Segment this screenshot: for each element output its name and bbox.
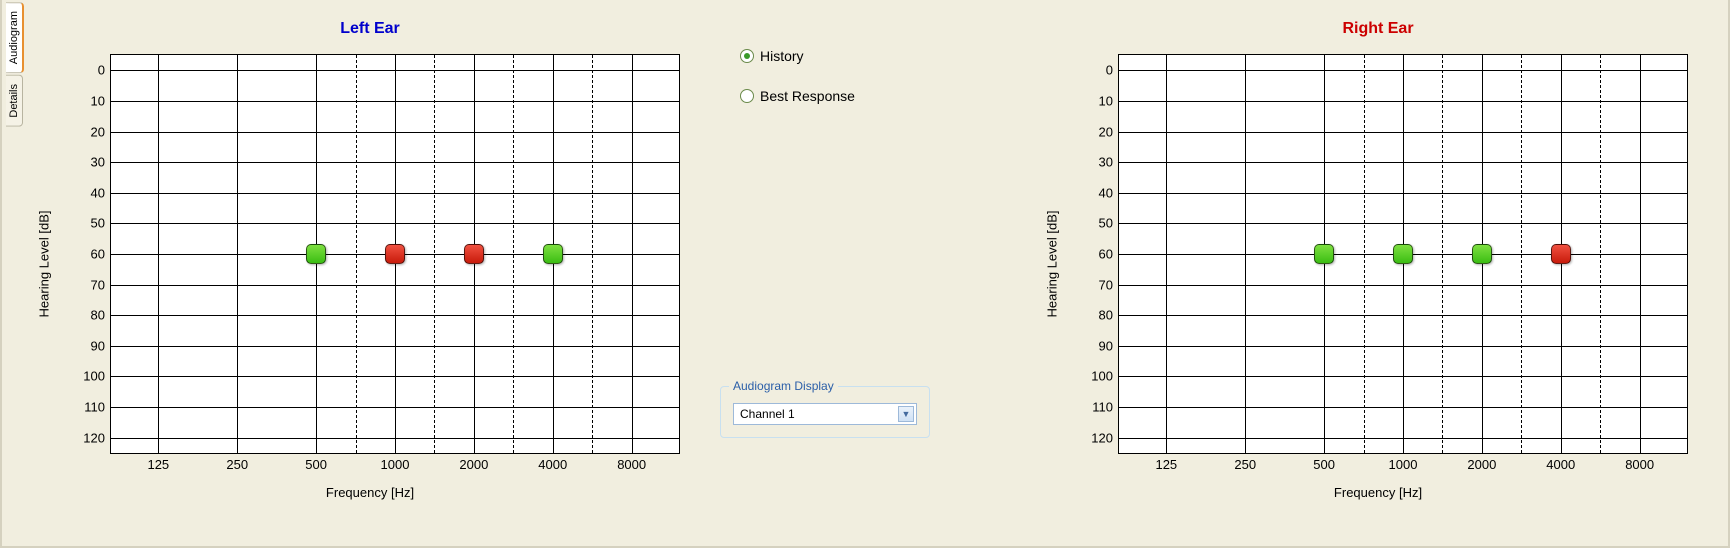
data-marker[interactable]: [306, 244, 326, 264]
y-tick-label: 90: [1099, 338, 1119, 353]
y-tick-label: 110: [1092, 400, 1119, 415]
data-marker[interactable]: [1551, 244, 1571, 264]
y-tick-label: 10: [1099, 93, 1119, 108]
y-tick-label: 80: [1099, 308, 1119, 323]
x-tick-label: 8000: [617, 453, 646, 472]
data-marker[interactable]: [1393, 244, 1413, 264]
audiogram-display-group: Audiogram Display Channel 1 ▼: [720, 386, 930, 438]
x-tick-label: 2000: [459, 453, 488, 472]
y-tick-label: 110: [84, 400, 111, 415]
x-tick-label: 125: [147, 453, 169, 472]
y-axis-label: Hearing Level [dB]: [37, 211, 52, 318]
x-tick-label: 1000: [1389, 453, 1418, 472]
x-tick-label: 250: [1234, 453, 1256, 472]
y-tick-label: 20: [91, 124, 111, 139]
y-tick-label: 90: [91, 338, 111, 353]
y-tick-label: 60: [1099, 247, 1119, 262]
radio-history-label: History: [760, 48, 804, 64]
radio-icon: [740, 49, 754, 63]
content-area: Left Ear Hearing Level [dB] 010203040506…: [30, 10, 1718, 536]
y-tick-label: 30: [1099, 155, 1119, 170]
left-audiogram-plot: 0102030405060708090100110120125250500100…: [110, 54, 680, 454]
x-tick-label: 500: [305, 453, 327, 472]
x-tick-label: 4000: [538, 453, 567, 472]
x-tick-label: 8000: [1625, 453, 1654, 472]
y-tick-label: 100: [83, 369, 111, 384]
right-ear-title: Right Ear: [1058, 20, 1698, 44]
data-marker[interactable]: [543, 244, 563, 264]
x-axis-label: Frequency [Hz]: [1058, 485, 1698, 500]
y-tick-label: 0: [1106, 63, 1119, 78]
y-tick-label: 120: [83, 430, 111, 445]
radio-best-response[interactable]: Best Response: [740, 88, 960, 104]
y-tick-label: 120: [1091, 430, 1119, 445]
side-tab-strip: Audiogram Details: [6, 2, 28, 129]
app-frame: Audiogram Details Left Ear Hearing Level…: [0, 0, 1730, 548]
right-plot-wrap: Hearing Level [dB] 010203040506070809010…: [1058, 44, 1698, 484]
chevron-down-icon: ▼: [898, 406, 914, 422]
tab-audiogram[interactable]: Audiogram: [6, 2, 24, 73]
y-tick-label: 30: [91, 155, 111, 170]
right-ear-panel: Right Ear Hearing Level [dB] 01020304050…: [1058, 20, 1698, 520]
x-tick-label: 500: [1313, 453, 1335, 472]
radio-history[interactable]: History: [740, 48, 960, 64]
y-tick-label: 10: [91, 93, 111, 108]
y-tick-label: 50: [1099, 216, 1119, 231]
y-tick-label: 70: [1099, 277, 1119, 292]
tab-details[interactable]: Details: [6, 75, 23, 127]
x-tick-label: 125: [1155, 453, 1177, 472]
x-axis-label: Frequency [Hz]: [50, 485, 690, 500]
radio-icon: [740, 89, 754, 103]
y-tick-label: 80: [91, 308, 111, 323]
data-marker[interactable]: [385, 244, 405, 264]
left-ear-panel: Left Ear Hearing Level [dB] 010203040506…: [50, 20, 690, 520]
right-audiogram-plot: 0102030405060708090100110120125250500100…: [1118, 54, 1688, 454]
data-marker[interactable]: [464, 244, 484, 264]
radio-best-response-label: Best Response: [760, 88, 855, 104]
data-marker[interactable]: [1314, 244, 1334, 264]
left-ear-title: Left Ear: [50, 20, 690, 44]
x-tick-label: 250: [226, 453, 248, 472]
x-tick-label: 2000: [1467, 453, 1496, 472]
left-plot-wrap: Hearing Level [dB] 010203040506070809010…: [50, 44, 690, 484]
channel-select-value: Channel 1: [740, 407, 795, 421]
y-tick-label: 60: [91, 247, 111, 262]
y-tick-label: 50: [91, 216, 111, 231]
y-tick-label: 70: [91, 277, 111, 292]
x-tick-label: 1000: [381, 453, 410, 472]
x-tick-label: 4000: [1546, 453, 1575, 472]
y-tick-label: 40: [1099, 185, 1119, 200]
channel-select[interactable]: Channel 1 ▼: [733, 403, 917, 425]
data-marker[interactable]: [1472, 244, 1492, 264]
center-controls: History Best Response Audiogram Display …: [720, 38, 980, 128]
y-axis-label: Hearing Level [dB]: [1045, 211, 1060, 318]
audiogram-display-legend: Audiogram Display: [729, 379, 838, 393]
y-tick-label: 100: [1091, 369, 1119, 384]
y-tick-label: 0: [98, 63, 111, 78]
y-tick-label: 40: [91, 185, 111, 200]
y-tick-label: 20: [1099, 124, 1119, 139]
